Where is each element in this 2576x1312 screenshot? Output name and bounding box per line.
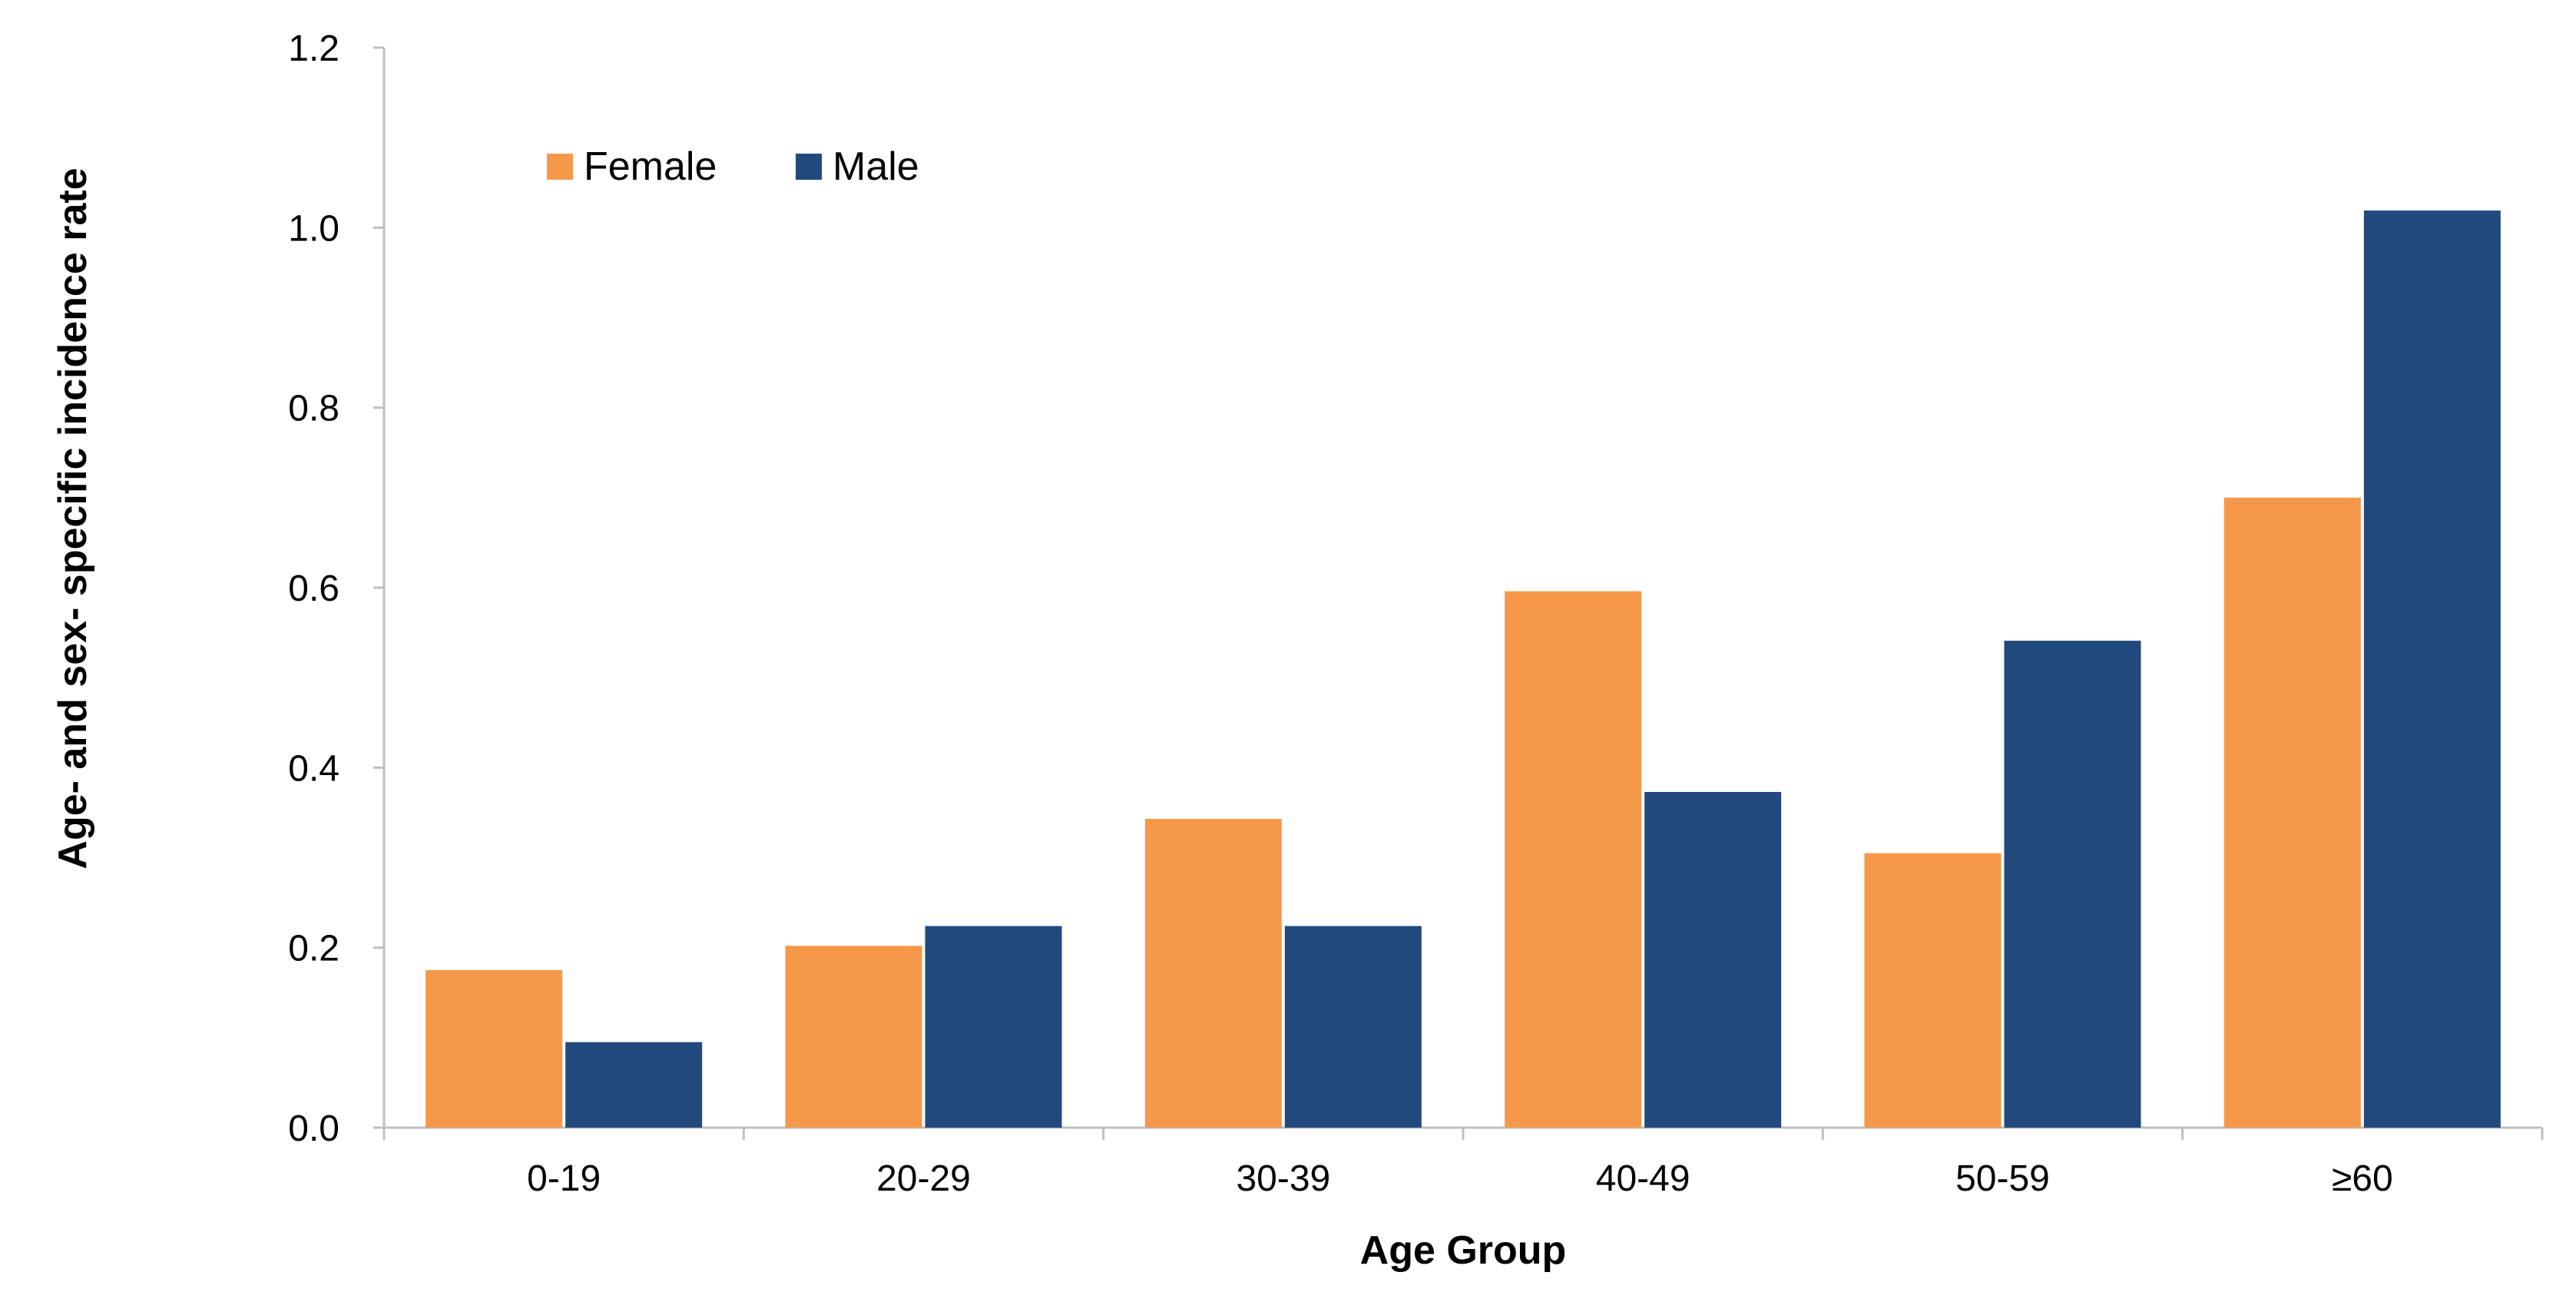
y-tick-label: 1.2 bbox=[288, 28, 339, 69]
x-tick-label: 40-49 bbox=[1596, 1158, 1690, 1199]
bar-male-6 bbox=[2363, 210, 2501, 1128]
x-tick-label: 20-29 bbox=[876, 1158, 971, 1199]
y-tick-label: 0.0 bbox=[288, 1108, 339, 1149]
legend-swatch-female bbox=[547, 154, 573, 180]
legend-label-male: Male bbox=[833, 144, 919, 189]
x-tick-label: 0-19 bbox=[527, 1158, 601, 1199]
legend: Female Male bbox=[547, 144, 919, 189]
bar-male-4 bbox=[1644, 791, 1782, 1128]
y-tick-label: 1.0 bbox=[288, 208, 339, 249]
y-tick-label: 0.8 bbox=[288, 389, 339, 429]
bar-male-1 bbox=[565, 1042, 703, 1128]
x-tick-label: 50-59 bbox=[1955, 1158, 2050, 1199]
bar-female-1 bbox=[425, 969, 563, 1128]
bar-male-3 bbox=[1284, 926, 1422, 1128]
legend-swatch-male bbox=[796, 154, 822, 180]
x-axis-title: Age Group bbox=[1360, 1228, 1567, 1273]
y-axis-title: Age- and sex- specific incidence rate bbox=[51, 167, 95, 869]
bar-female-4 bbox=[1505, 591, 1642, 1128]
y-axis-ticks: 0.0 0.2 0.4 0.6 0.8 1.0 1.2 bbox=[288, 28, 384, 1149]
bar-female-6 bbox=[2223, 497, 2361, 1128]
y-tick-label: 0.2 bbox=[288, 929, 339, 969]
x-tick-label: 30-39 bbox=[1236, 1158, 1330, 1199]
x-tick-label: ≥60 bbox=[2332, 1158, 2393, 1199]
bar-male-2 bbox=[925, 926, 1062, 1128]
bar-female-5 bbox=[1864, 853, 2002, 1128]
legend-label-female: Female bbox=[584, 144, 717, 189]
y-tick-label: 0.4 bbox=[288, 748, 339, 789]
x-axis-ticks: 0-19 20-29 30-39 40-49 50-59 ≥60 bbox=[382, 1128, 2544, 1199]
bar-male-5 bbox=[2004, 641, 2141, 1128]
bars bbox=[425, 210, 2501, 1128]
y-tick-label: 0.6 bbox=[288, 568, 339, 609]
bar-female-2 bbox=[785, 946, 922, 1128]
axes bbox=[382, 48, 2542, 1138]
bar-female-3 bbox=[1144, 819, 1282, 1128]
